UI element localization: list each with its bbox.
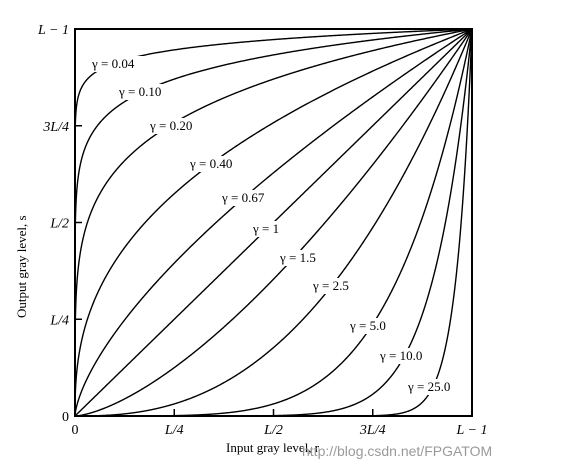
x-tick-label-2: L/2 — [263, 423, 283, 438]
ticks-group: 0 L/4 L/2 3L/4 L − 1 0 L/4 L/2 3L/4 L − 1 — [37, 23, 487, 438]
curve-series-1 — [74, 28, 473, 416]
watermark-text: http://blog.csdn.net/FPGATOM — [302, 443, 492, 459]
curve-label-bg-0 — [89, 56, 151, 72]
curve-label-bg-2 — [147, 118, 209, 134]
curve-series-6 — [74, 28, 473, 417]
curve-label-9: γ = 10.0 — [379, 348, 422, 363]
curve-label-3: γ = 0.40 — [189, 156, 232, 171]
y-tick-label-4: L − 1 — [37, 23, 69, 38]
curve-label-bg-10 — [405, 379, 467, 395]
y-tick-label-1: L/4 — [49, 313, 69, 328]
x-tick-label-1: L/4 — [164, 423, 184, 438]
curve-labels-group: γ = 0.04 γ = 0.10 γ = 0.20 γ = 0.40 γ = 0.67… — [89, 56, 467, 395]
y-tick-label-3: 3L/4 — [42, 120, 69, 135]
curve-series-3 — [74, 28, 473, 416]
curve-label-bg-3 — [187, 156, 249, 172]
x-tick-label-4: L − 1 — [456, 423, 488, 438]
curve-label-bg-1 — [116, 84, 178, 100]
curve-label-4: γ = 0.67 — [221, 190, 265, 205]
curve-label-bg-4 — [219, 190, 281, 206]
y-tick-label-0: 0 — [62, 410, 69, 425]
curve-series-2 — [74, 28, 473, 416]
y-axis-title: Output gray level, s — [14, 215, 29, 318]
curve-label-0: γ = 0.04 — [91, 56, 135, 71]
x-axis-title: Input gray level, r — [226, 440, 320, 455]
curve-label-6: γ = 1.5 — [279, 250, 316, 265]
curve-label-bg-7 — [310, 278, 365, 294]
x-tick-label-3: 3L/4 — [359, 423, 386, 438]
curve-label-5: γ = 1 — [252, 221, 279, 236]
curve-label-bg-8 — [347, 318, 402, 334]
curve-label-8: γ = 5.0 — [349, 318, 386, 333]
curve-series-4 — [74, 28, 473, 417]
curve-series-7 — [75, 28, 473, 417]
curve-label-bg-9 — [377, 348, 439, 364]
curve-label-bg-5 — [250, 221, 291, 237]
curve-label-7: γ = 2.5 — [312, 278, 349, 293]
curve-label-1: γ = 0.10 — [118, 84, 161, 99]
curve-label-bg-6 — [277, 250, 332, 266]
y-tick-label-2: L/2 — [49, 217, 69, 232]
x-tick-label-0: 0 — [72, 423, 79, 438]
curve-label-10: γ = 25.0 — [407, 379, 450, 394]
curve-label-2: γ = 0.20 — [149, 118, 192, 133]
